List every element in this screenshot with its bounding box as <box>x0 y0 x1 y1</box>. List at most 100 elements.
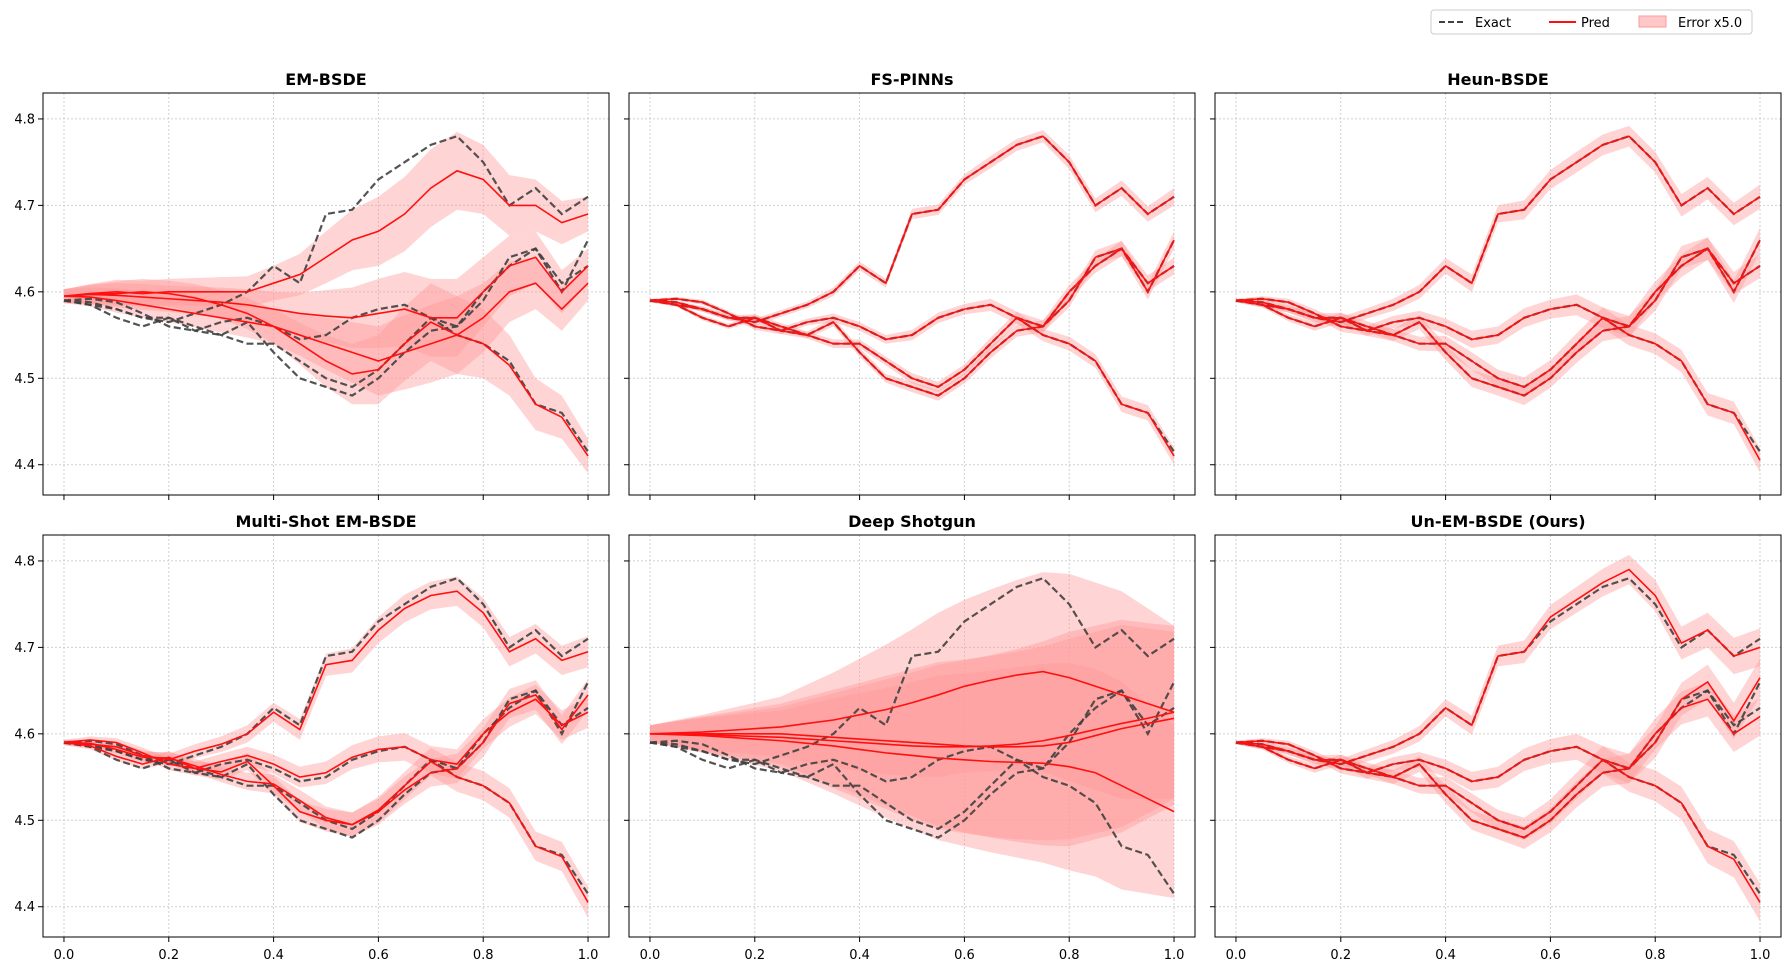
x-tick-label: 0.6 <box>1540 948 1561 963</box>
error-band-2 <box>1235 681 1761 791</box>
exact-line-3 <box>649 681 1176 839</box>
y-tick-label: 4.4 <box>14 900 35 915</box>
legend-error-swatch <box>1638 15 1667 28</box>
plot-area <box>629 93 1195 495</box>
axes-frame <box>1214 92 1782 496</box>
error-band-2 <box>649 624 1175 847</box>
pred-line-1 <box>649 135 1175 323</box>
y-tick-label: 4.6 <box>14 727 35 742</box>
plot-data <box>649 130 1176 465</box>
error-band-1 <box>63 576 589 766</box>
x-tick-label: 0.6 <box>954 948 975 963</box>
panel-2: FS-PINNs <box>624 70 1196 500</box>
y-tick-label: 4.5 <box>14 372 35 387</box>
pred-line-4 <box>63 295 589 457</box>
exact-line-4 <box>63 299 589 453</box>
panel-6: 0.0 0.2 0.4 0.6 0.8 1.0 Un-EM-BSDE (Ours) <box>1210 512 1782 963</box>
error-band-4 <box>1235 740 1761 922</box>
panel-4: 0.0 0.2 0.4 0.6 0.8 1.0 4.4 4.5 4.6 4.7 4.8 Multi-S… <box>14 512 610 963</box>
x-tick-label: 0.2 <box>1330 948 1351 963</box>
y-tick-label: 4.5 <box>14 814 35 829</box>
y-tick-label: 4.6 <box>14 285 35 300</box>
error-band-4 <box>649 298 1175 465</box>
axes-frame <box>628 92 1196 496</box>
x-tick-label: 0.4 <box>263 948 284 963</box>
exact-line-1 <box>63 134 589 324</box>
axes-frame <box>628 534 1196 938</box>
x-tick-label: 0.0 <box>1226 948 1247 963</box>
error-band-2 <box>63 684 589 788</box>
error-band-1 <box>1235 125 1761 328</box>
x-tick-label: 1.0 <box>578 948 599 963</box>
pred-line-1 <box>1235 568 1761 765</box>
pred-line-3 <box>649 711 1175 748</box>
axes-frame <box>1214 534 1782 938</box>
error-band-1 <box>649 572 1175 799</box>
panel-3: Heun-BSDE <box>1210 70 1782 500</box>
legend: Exact Pred Error x5.0 <box>1430 9 1753 35</box>
pred-line-4 <box>1235 299 1761 461</box>
x-tick-label: 0.8 <box>1645 948 1666 963</box>
pred-line-4 <box>649 733 1175 813</box>
panel-title: EM-BSDE <box>285 70 366 89</box>
error-band-1 <box>63 131 589 308</box>
plot-area <box>43 535 609 937</box>
error-band-3 <box>649 619 1175 841</box>
y-tick-label: 4.7 <box>14 641 35 656</box>
y-tick-label: 4.7 <box>14 199 35 214</box>
exact-line-3 <box>63 239 590 397</box>
error-band-2 <box>1235 237 1761 349</box>
x-tick-label: 0.4 <box>1435 948 1456 963</box>
exact-line-3 <box>63 681 590 839</box>
legend-error-label: Error x5.0 <box>1678 16 1742 31</box>
plot-data <box>63 576 590 918</box>
x-tick-label: 0.6 <box>368 948 389 963</box>
error-band-3 <box>1235 658 1761 849</box>
panel-title: Un-EM-BSDE (Ours) <box>1410 512 1585 531</box>
exact-line-4 <box>649 741 1175 895</box>
x-tick-label: 0.2 <box>158 948 179 963</box>
x-tick-label: 0.8 <box>473 948 494 963</box>
error-band-4 <box>1235 298 1761 473</box>
axes-frame <box>42 92 610 496</box>
panel-title: FS-PINNs <box>870 70 953 89</box>
plot-data <box>649 572 1176 899</box>
panel-title: Heun-BSDE <box>1447 70 1549 89</box>
pred-line-2 <box>649 717 1175 748</box>
x-tick-label: 0.8 <box>1059 948 1080 963</box>
plot-data <box>1235 554 1762 922</box>
plot-data <box>63 131 590 474</box>
pred-line-3 <box>1235 239 1761 397</box>
plot-area <box>1215 93 1781 495</box>
pred-line-1 <box>649 670 1175 735</box>
plot-area <box>1215 535 1781 937</box>
panel-1: 4.4 4.5 4.6 4.7 4.8 EM-BSDE <box>14 70 610 500</box>
y-tick-label: 4.8 <box>14 554 35 569</box>
y-tick-label: 4.8 <box>14 112 35 127</box>
error-band-1 <box>1235 554 1761 770</box>
plot-data <box>1235 125 1762 473</box>
error-band-4 <box>649 662 1175 899</box>
axes-frame <box>42 534 610 938</box>
x-tick-label: 1.0 <box>1750 948 1771 963</box>
y-tick-label: 4.4 <box>14 458 35 473</box>
pred-line-3 <box>63 282 589 362</box>
pred-line-3 <box>649 239 1175 397</box>
error-band-3 <box>1235 227 1761 406</box>
x-tick-label: 0.0 <box>640 948 661 963</box>
legend-frame <box>1430 9 1753 35</box>
panel-title: Deep Shotgun <box>848 512 976 531</box>
panel-5: 0.0 0.2 0.4 0.6 0.8 1.0 Deep Shotgun <box>624 512 1196 963</box>
pred-line-4 <box>649 299 1175 457</box>
x-tick-label: 0.2 <box>744 948 765 963</box>
pred-line-4 <box>63 741 589 903</box>
pred-line-1 <box>1235 135 1761 323</box>
pred-line-3 <box>63 694 589 826</box>
x-tick-label: 0.4 <box>849 948 870 963</box>
exact-line-1 <box>649 576 1175 766</box>
pred-line-3 <box>1235 677 1761 839</box>
x-tick-label: 1.0 <box>1164 948 1185 963</box>
legend-pred-label: Pred <box>1581 16 1610 31</box>
legend-exact-label: Exact <box>1475 16 1511 31</box>
